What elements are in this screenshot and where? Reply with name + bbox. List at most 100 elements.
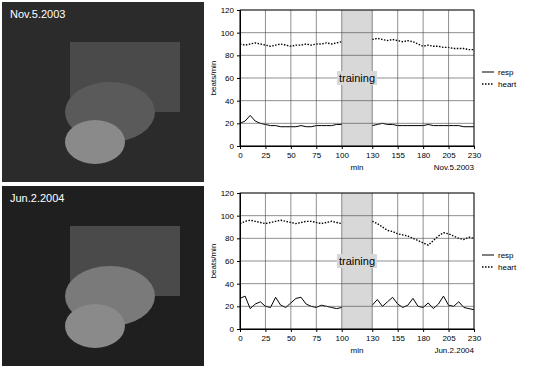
- tick: 155: [392, 146, 406, 160]
- grid-line: [240, 215, 474, 216]
- photo-label: Jun.2.2004: [10, 192, 64, 204]
- series-line: [240, 220, 474, 245]
- tick-mark: [474, 146, 475, 149]
- y-axis-title: beats/min: [209, 61, 218, 96]
- tick: 0: [238, 146, 243, 160]
- tick-mark: [237, 78, 240, 79]
- region-label-group: training: [337, 71, 377, 85]
- tick-label: 50: [287, 334, 296, 343]
- grid-line: [423, 10, 424, 146]
- grid-line: [240, 123, 474, 124]
- tick: 120: [221, 189, 240, 198]
- grid-line: [397, 10, 398, 146]
- y-axis: 0 20 40 60 80 100 120: [221, 189, 241, 334]
- legend-label: heart: [498, 80, 517, 89]
- chart: 0204060801001200255075100130155180205230…: [209, 6, 517, 172]
- legend-swatch: [482, 266, 494, 267]
- legend-swatch: [482, 72, 494, 73]
- grid-line: [265, 10, 266, 146]
- legend-label: heart: [498, 263, 517, 272]
- tick-mark: [316, 329, 317, 332]
- tick-label: 40: [225, 97, 234, 106]
- tick-mark: [237, 123, 240, 124]
- tick-mark: [237, 10, 240, 11]
- x-axis-title: min: [351, 163, 364, 172]
- series-line: [240, 115, 474, 126]
- plot-area: [240, 193, 474, 329]
- tick-mark: [265, 329, 266, 332]
- tick-mark: [316, 146, 317, 149]
- tick-label: 25: [261, 151, 270, 160]
- tick: 25: [261, 329, 270, 343]
- tick: 80: [225, 234, 240, 243]
- photo-detail: [65, 304, 125, 348]
- tick-label: 60: [225, 257, 234, 266]
- series-line: [240, 38, 474, 49]
- plot-frame: [240, 10, 474, 146]
- tick: 60: [225, 74, 240, 83]
- tick-mark: [237, 216, 240, 217]
- tick-label: 0: [230, 325, 235, 334]
- tick-mark: [240, 146, 241, 149]
- tick-label: 80: [225, 234, 234, 243]
- tick: 75: [312, 146, 321, 160]
- tick-mark: [423, 329, 424, 332]
- photo: Nov.5.2003: [2, 2, 204, 182]
- tick-mark: [237, 329, 240, 330]
- tick-mark: [372, 329, 373, 332]
- photo: Jun.2.2004: [2, 186, 204, 366]
- tick: 20: [225, 302, 240, 311]
- chart: 0204060801001200255075100130155180205230…: [209, 189, 517, 355]
- tick-mark: [237, 306, 240, 307]
- region-label: training: [339, 255, 375, 267]
- tick-label: 40: [225, 280, 234, 289]
- tick-mark: [237, 238, 240, 239]
- tick-label: 80: [225, 51, 234, 60]
- tick: 130: [366, 146, 380, 160]
- tick-mark: [372, 146, 373, 149]
- axis-line: [237, 11, 241, 147]
- tick: 50: [287, 146, 296, 160]
- plot-area: [240, 10, 474, 146]
- tick-label: 130: [366, 334, 380, 343]
- region-label: training: [339, 72, 375, 84]
- grid-line: [240, 100, 474, 101]
- tick: 205: [442, 146, 456, 160]
- legend-swatch: [482, 255, 494, 256]
- tick-label: 20: [225, 302, 234, 311]
- legend-label: resp: [498, 251, 514, 260]
- region-label-group: training: [337, 254, 377, 268]
- tick-label: 20: [225, 119, 234, 128]
- grid-line: [290, 10, 291, 146]
- tick-label: 120: [221, 189, 235, 198]
- grid-line: [448, 10, 449, 146]
- tick: 100: [221, 29, 240, 38]
- tick-label: 120: [221, 6, 235, 15]
- tick-label: 205: [442, 151, 456, 160]
- tick-mark: [237, 284, 240, 285]
- y-axis: 020406080100120: [221, 6, 241, 151]
- tick: 75: [312, 329, 321, 343]
- photo-frame: [2, 2, 204, 182]
- tick-mark: [449, 146, 450, 149]
- tick-mark: [237, 193, 240, 194]
- tick: 80: [225, 51, 240, 60]
- y-axis-title: beats/min: [209, 244, 218, 279]
- grid-line: [265, 193, 266, 329]
- subtitle: Nov.5.2003: [434, 163, 475, 172]
- tick-label: 100: [336, 151, 350, 160]
- tick: 155: [392, 329, 406, 343]
- grid: [240, 193, 474, 329]
- tick: 100: [221, 212, 240, 221]
- tick-label: 155: [392, 334, 406, 343]
- x-axis: 0255075100130155180205230: [238, 146, 481, 160]
- grid-line: [240, 238, 474, 239]
- tick: 20: [225, 119, 240, 128]
- tick: 120: [221, 6, 240, 15]
- tick-label: 0: [238, 151, 243, 160]
- grid-line: [316, 10, 317, 146]
- label-background: [337, 71, 377, 85]
- grid-line: [240, 283, 474, 284]
- tick-label: 75: [312, 334, 321, 343]
- tick-mark: [237, 146, 240, 147]
